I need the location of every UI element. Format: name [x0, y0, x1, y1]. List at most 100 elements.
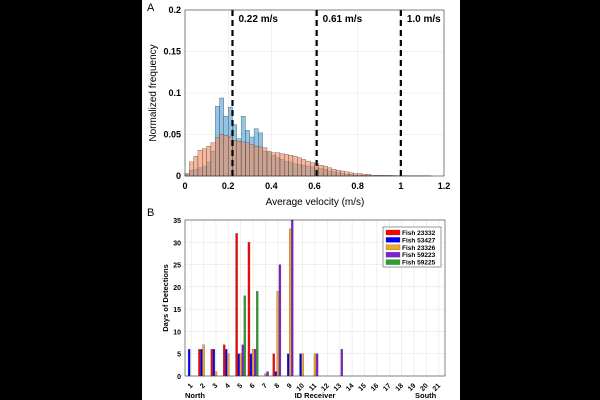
b-ytick-label: 0 — [177, 374, 181, 381]
b-xtick-label: 19 — [407, 382, 418, 393]
a-histogram-bar-orange — [266, 150, 272, 177]
b-ytick-label: 10 — [173, 329, 181, 336]
a-ytick-label: 0.15 — [163, 47, 181, 57]
a-histogram-bar-orange — [253, 145, 259, 177]
b-xtick-label: 20 — [419, 382, 430, 393]
a-reference-label: 0.22 m/s — [238, 14, 278, 25]
a-histogram-bar-orange — [189, 161, 194, 177]
b-bar-fish-23326 — [214, 371, 218, 377]
b-xtick-label: 16 — [370, 382, 381, 393]
b-bar-fish-23326 — [202, 344, 205, 377]
a-histogram-bar-orange — [215, 137, 220, 177]
a-histogram-bar-orange — [292, 155, 298, 177]
a-histogram-bar-orange — [348, 172, 354, 177]
a-histogram-bar-orange — [288, 155, 294, 177]
a-histogram-bar-orange — [279, 153, 285, 177]
a-histogram-bar-orange — [210, 142, 216, 177]
b-xtick-label: 7 — [261, 382, 269, 390]
b-axes-box — [184, 219, 446, 377]
b-xtick-label: 21 — [432, 382, 443, 393]
b-xtick-label: 12 — [320, 382, 331, 393]
a-histogram-bar-orange — [258, 146, 263, 177]
legend-label: Fish 59223 — [402, 252, 436, 259]
b-bar-fish-23326 — [239, 353, 242, 377]
a-histogram-bar-orange — [301, 159, 307, 177]
a-histogram-bar-orange — [262, 147, 268, 177]
b-xtick-label: 13 — [333, 382, 344, 393]
b-bar-fish-59223 — [253, 349, 257, 377]
a-histogram-bar-orange — [245, 142, 250, 177]
a-xtick-label: 0.4 — [265, 181, 278, 191]
b-xtick-label: 8 — [274, 382, 282, 390]
b-xtick-label: 10 — [296, 382, 307, 393]
b-xtick-label: 14 — [345, 382, 356, 393]
b-bar-fish-53427 — [225, 349, 228, 377]
figure-canvas — [142, 0, 460, 400]
a-xtick-label: 1.2 — [438, 181, 451, 191]
b-xtick-label: 1 — [187, 382, 195, 390]
legend-label: Fish 23332 — [402, 230, 436, 237]
legend-swatch — [385, 252, 401, 258]
a-histogram-bar-orange — [353, 173, 358, 177]
a-histogram-bar-orange — [236, 140, 242, 177]
b-xtick-label: 3 — [212, 382, 220, 390]
b-bar-fish-53427 — [249, 353, 253, 377]
legend-swatch — [385, 244, 401, 250]
b-bar-fish-59225 — [243, 295, 247, 377]
a-ylabel: Normalized frequency — [148, 44, 159, 141]
b-bar-fish-53427 — [187, 349, 191, 377]
a-histogram-bar-orange — [340, 170, 345, 177]
a-xtick-label: 0 — [182, 181, 187, 191]
a-histogram-bar-orange — [197, 150, 203, 177]
a-xtick-label: 0.6 — [308, 181, 321, 191]
b-ytick-label: 15 — [173, 307, 181, 314]
b-ylabel: Days of Detections — [161, 264, 170, 332]
b-bar-fish-53427 — [299, 353, 302, 377]
panel-a-label: A — [147, 2, 155, 14]
a-histogram-bar-orange — [297, 157, 302, 177]
b-bar-fish-59223 — [340, 349, 344, 377]
legend-swatch — [385, 237, 401, 243]
a-histogram-bar-orange — [249, 144, 255, 177]
b-bar-fish-53427 — [286, 353, 290, 377]
legend-label: Fish 59225 — [402, 260, 436, 267]
a-histogram-bar-orange — [219, 134, 225, 177]
b-bar-fish-59223 — [291, 219, 294, 377]
b-bar-fish-23332 — [272, 353, 275, 377]
b-bar-fish-23332 — [198, 349, 201, 377]
a-histogram-bar-orange — [275, 152, 281, 177]
b-xtick-label: 11 — [308, 382, 318, 392]
legend-swatch — [385, 259, 401, 265]
a-histogram-bar-orange — [305, 160, 311, 177]
b-bar-fish-53427 — [200, 349, 203, 377]
b-bar-fish-53427 — [212, 349, 216, 377]
a-xlabel: Average velocity (m/s) — [266, 197, 365, 208]
a-axes-box — [184, 9, 445, 177]
b-bar-fish-23326 — [264, 373, 267, 377]
b-bar-fish-23326 — [301, 353, 304, 377]
b-bar-fish-23326 — [227, 353, 230, 377]
b-bar-fish-23326 — [276, 291, 280, 377]
b-bar-fish-59223 — [315, 353, 319, 377]
b-bar-fish-23326 — [289, 228, 292, 377]
a-histogram-bar-orange — [223, 135, 229, 177]
b-xtick-label: 17 — [382, 382, 393, 393]
a-histogram-bar-orange — [335, 170, 341, 177]
a-ytick-label: 0.2 — [168, 5, 181, 15]
a-ytick-label: 0.05 — [163, 130, 181, 140]
a-histogram-bar-orange — [331, 169, 337, 177]
a-reference-label: 0.61 m/s — [323, 14, 363, 25]
b-ytick-label: 20 — [173, 285, 181, 292]
b-bar-fish-59225 — [256, 291, 259, 377]
b-bar-fish-53427 — [274, 371, 277, 377]
b-bar-fish-59223 — [266, 371, 269, 377]
a-histogram-bar-orange — [310, 162, 315, 177]
a-histogram-bar-orange — [184, 173, 190, 177]
legend-label: Fish 53427 — [402, 237, 436, 244]
b-xtick-label: 15 — [357, 382, 368, 393]
b-bar-fish-53427 — [237, 353, 240, 377]
a-histogram-bar-orange — [193, 155, 199, 177]
b-ytick-label: 25 — [173, 263, 181, 270]
